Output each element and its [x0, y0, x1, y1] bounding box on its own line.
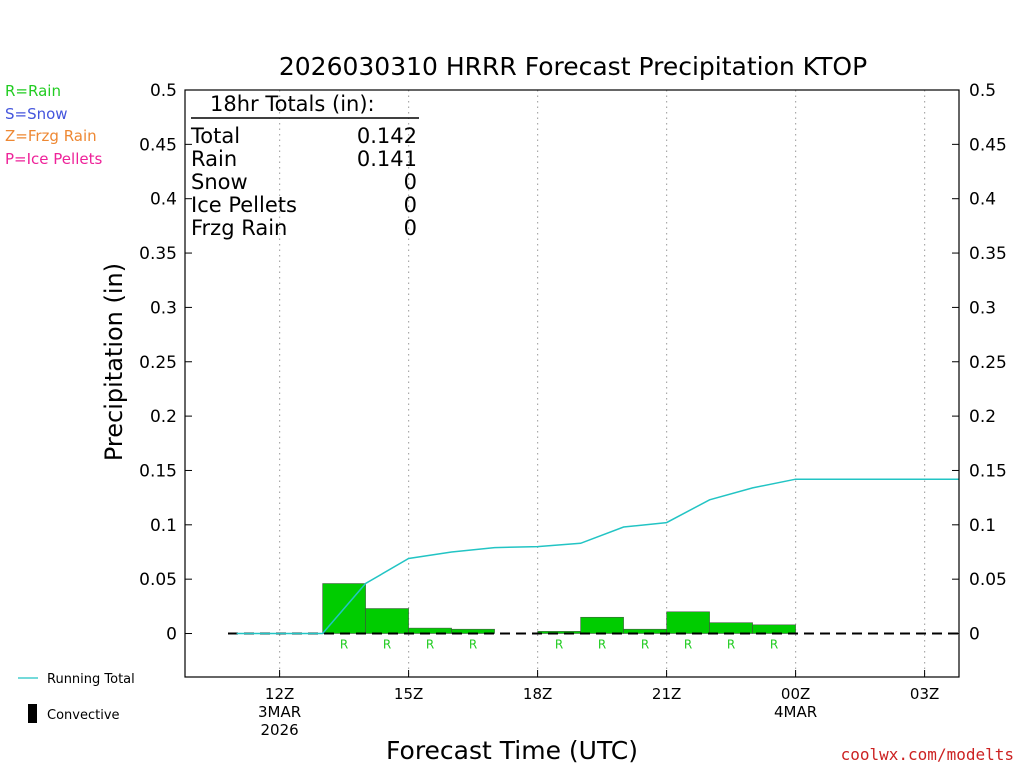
y-tick-label: 0.25 [969, 353, 1007, 373]
y-tick-label: 0.05 [969, 570, 1007, 590]
y-tick-label: 0.45 [969, 135, 1007, 155]
y-tick-label: 0.35 [969, 244, 1007, 264]
y-tick-label: 0 [166, 625, 177, 645]
vertical-gridlines [279, 90, 926, 677]
y-tick-label: 0 [969, 625, 980, 645]
precip-type-label: R [340, 638, 348, 652]
precip-type-label: R [469, 638, 477, 652]
precip-bar [580, 616, 624, 634]
y-tick-label: 0.45 [139, 135, 177, 155]
x-tick-label: 03Z [910, 685, 939, 703]
x-tick-label: 21Z [652, 685, 681, 703]
totals-box: 18hr Totals (in): Total 0.142 Rain 0.141… [190, 92, 419, 240]
y-tick-label: 0.35 [139, 244, 177, 264]
running-total-series [236, 478, 959, 635]
series-legend: Running Total Convective [18, 672, 135, 723]
credit-text: coolwx.com/modelts [841, 745, 1014, 764]
y-tick-label: 0.15 [969, 461, 1007, 481]
precip-bar [752, 624, 796, 634]
precip-bar [709, 622, 753, 634]
precip-type-label: R [684, 638, 692, 652]
plot-frame [184, 89, 960, 678]
totals-value: 0.141 [357, 147, 417, 171]
totals-value: 0 [404, 216, 417, 240]
precip-type-label: R [598, 638, 606, 652]
totals-value: 0.142 [357, 124, 417, 148]
totals-label: Snow [191, 170, 248, 194]
y-tick-label: 0.4 [150, 190, 177, 210]
x-tick-label: 3MAR [258, 703, 301, 721]
y-tick-label: 0.05 [139, 570, 177, 590]
precip-bars [322, 583, 796, 634]
precip-bar [666, 611, 710, 634]
x-tick-label: 2026 [261, 721, 299, 739]
x-tick-label: 18Z [523, 685, 552, 703]
x-axis-label: Forecast Time (UTC) [386, 736, 638, 765]
totals-header: 18hr Totals (in): [210, 92, 375, 116]
x-tick-label: 4MAR [774, 703, 817, 721]
precip-type-label: R [426, 638, 434, 652]
y-tick-label: 0.3 [150, 298, 177, 318]
convective-swatch [28, 704, 37, 723]
totals-value: 0 [404, 193, 417, 217]
legend-frzg-rain: Z=Frzg Rain [5, 127, 97, 145]
y-tick-label: 0.3 [969, 298, 996, 318]
totals-label: Rain [191, 147, 237, 171]
running-total-line [236, 478, 959, 635]
precip-type-label: R [770, 638, 778, 652]
x-tick-label: 00Z [781, 685, 810, 703]
legend-running-total: Running Total [47, 672, 135, 687]
precip-type-legend: R=Rain S=Snow Z=Frzg Rain P=Ice Pellets [5, 82, 102, 168]
precip-type-label: R [727, 638, 735, 652]
legend-ice-pellets: P=Ice Pellets [5, 150, 102, 168]
precip-type-label: R [555, 638, 563, 652]
precip-bar [365, 608, 409, 634]
chart-title: 2026030310 HRRR Forecast Precipitation K… [279, 52, 867, 81]
legend-rain: R=Rain [5, 82, 61, 100]
y-tick-label: 0.15 [139, 461, 177, 481]
y-tick-label: 0.5 [150, 81, 177, 101]
y-tick-label: 0.5 [969, 81, 996, 101]
y-tick-label: 0.2 [969, 407, 996, 427]
x-tick-label: 15Z [394, 685, 423, 703]
precip-bar [537, 631, 581, 634]
totals-label: Ice Pellets [191, 193, 297, 217]
x-tick-label: 12Z [265, 685, 294, 703]
y-tick-label: 0.2 [150, 407, 177, 427]
y-tick-label: 0.1 [969, 516, 996, 536]
y-tick-label: 0.1 [150, 516, 177, 536]
y-tick-label: 0.25 [139, 353, 177, 373]
y-axis-label: Precipitation (in) [100, 263, 128, 461]
totals-value: 0 [404, 170, 417, 194]
legend-convective: Convective [47, 708, 120, 723]
legend-snow: S=Snow [5, 105, 68, 123]
precip-type-label: R [383, 638, 391, 652]
y-tick-label: 0.4 [969, 190, 996, 210]
precip-type-label: R [641, 638, 649, 652]
totals-label: Total [190, 124, 240, 148]
totals-label: Frzg Rain [191, 216, 287, 240]
